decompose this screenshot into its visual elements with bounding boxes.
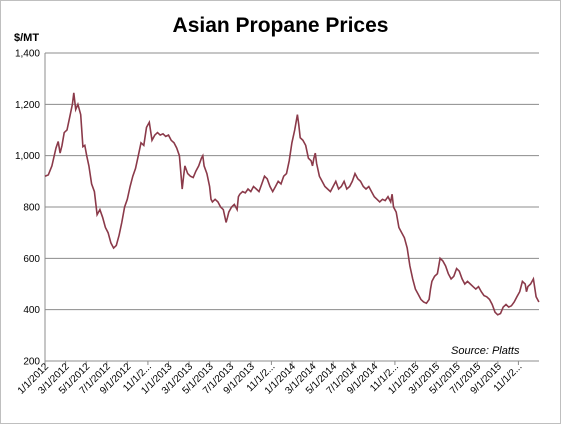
y-tick-label: 800 bbox=[23, 203, 40, 214]
source-note: Source: Platts bbox=[451, 345, 520, 357]
y-tick-label: 200 bbox=[23, 357, 40, 368]
chart-title: Asian Propane Prices bbox=[172, 14, 389, 37]
y-tick-label: 1,200 bbox=[15, 100, 40, 111]
y-tick-label: 1,400 bbox=[15, 49, 40, 60]
y-tick-label: 600 bbox=[23, 254, 40, 265]
y-tick-label: 400 bbox=[23, 305, 40, 316]
series-line-asian-propane bbox=[44, 92, 540, 316]
y-tick-label: 1,000 bbox=[15, 151, 40, 162]
y-axis-unit-label: $/MT bbox=[14, 32, 40, 44]
